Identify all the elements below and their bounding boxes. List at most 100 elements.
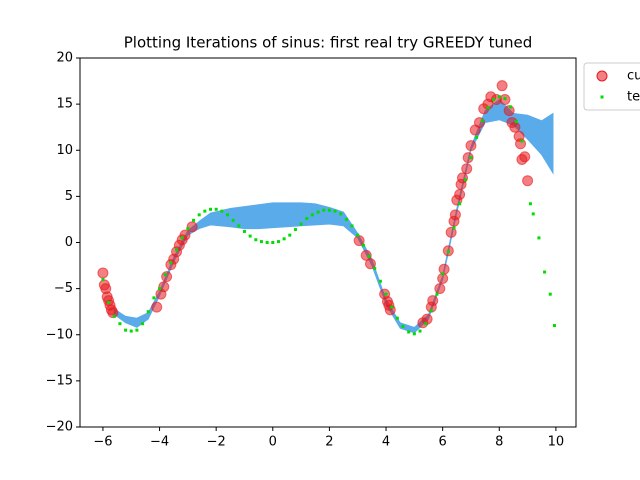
- data-point: [259, 240, 263, 244]
- y-tick-label: 10: [56, 143, 73, 158]
- data-point: [384, 292, 388, 296]
- data-point: [395, 316, 399, 320]
- data-point: [265, 241, 269, 244]
- x-tick-label: 10: [548, 435, 565, 450]
- data-point: [214, 207, 218, 211]
- x-tick-label: −6: [93, 435, 112, 450]
- data-point: [543, 270, 547, 274]
- data-point: [356, 233, 360, 237]
- y-tick-label: 20: [56, 51, 73, 66]
- data-point: [441, 272, 445, 276]
- data-point: [293, 228, 297, 232]
- data-point: [180, 236, 184, 240]
- x-tick-label: 0: [269, 435, 277, 450]
- data-point: [118, 322, 122, 326]
- data-point: [248, 234, 252, 238]
- data-point: [333, 209, 337, 213]
- data-point: [101, 277, 105, 281]
- data-point: [373, 266, 377, 270]
- data-point: [528, 202, 532, 206]
- y-tick-label: −5: [54, 281, 73, 296]
- data-point: [548, 292, 552, 296]
- data-point: [322, 208, 326, 212]
- data-point: [310, 213, 314, 217]
- data-point: [225, 213, 229, 217]
- data-point: [463, 178, 467, 182]
- data-point: [158, 287, 162, 291]
- data-point: [552, 324, 556, 328]
- data-point: [462, 152, 474, 164]
- y-tick-label: 5: [65, 189, 73, 204]
- data-point: [424, 322, 428, 326]
- y-tick-label: −10: [46, 327, 73, 342]
- data-point: [427, 295, 439, 307]
- data-point: [456, 172, 468, 184]
- legend-label: te: [627, 90, 640, 105]
- data-point: [186, 227, 190, 231]
- data-point: [378, 279, 382, 283]
- data-point: [344, 217, 348, 221]
- data-point: [305, 217, 309, 221]
- y-tick-label: −15: [46, 373, 73, 388]
- data-point: [282, 237, 286, 241]
- data-point: [434, 283, 446, 295]
- x-tick-label: 4: [382, 435, 390, 450]
- legend-label: cu: [627, 69, 640, 84]
- data-point: [197, 213, 201, 217]
- data-point: [445, 226, 457, 238]
- data-point: [429, 309, 433, 313]
- data-point: [175, 248, 179, 252]
- x-tick-label: −4: [150, 435, 169, 450]
- data-point: [473, 117, 485, 129]
- data-point: [161, 271, 173, 283]
- data-point: [469, 156, 473, 160]
- y-tick-label: 15: [56, 97, 73, 112]
- data-point: [135, 328, 139, 332]
- y-tick-label: 0: [65, 235, 73, 250]
- data-point: [254, 238, 258, 242]
- data-point: [237, 224, 241, 228]
- data-point: [509, 121, 521, 133]
- data-point: [220, 209, 224, 213]
- data-point: [163, 273, 167, 277]
- data-point: [519, 151, 531, 163]
- data-point: [271, 241, 275, 244]
- data-point: [242, 229, 246, 233]
- data-point: [520, 139, 524, 143]
- data-point: [537, 236, 541, 240]
- data-point: [401, 324, 405, 328]
- data-point: [503, 97, 507, 101]
- data-point: [146, 310, 150, 314]
- data-point: [435, 292, 439, 296]
- data-point: [350, 224, 354, 228]
- data-point: [522, 175, 534, 187]
- data-point: [209, 207, 213, 211]
- data-point: [151, 301, 163, 313]
- data-point: [465, 140, 477, 152]
- data-point: [509, 105, 513, 109]
- data-point: [339, 212, 343, 216]
- data-point: [97, 267, 109, 279]
- data-point: [327, 208, 331, 212]
- data-point: [364, 258, 376, 270]
- data-point: [390, 305, 394, 309]
- data-point: [299, 222, 303, 226]
- data-point: [129, 329, 133, 333]
- data-point: [158, 281, 170, 293]
- x-tick-label: 8: [495, 435, 503, 450]
- data-point: [492, 98, 496, 102]
- data-point: [475, 135, 479, 139]
- data-point: [192, 218, 196, 222]
- data-point: [141, 322, 145, 326]
- data-point: [514, 120, 518, 124]
- data-point: [112, 314, 116, 318]
- data-point: [152, 296, 156, 300]
- data-point: [288, 233, 292, 237]
- y-tick-label: −20: [46, 420, 73, 435]
- data-point: [449, 209, 461, 221]
- data-point: [316, 210, 320, 214]
- data-point: [203, 209, 207, 213]
